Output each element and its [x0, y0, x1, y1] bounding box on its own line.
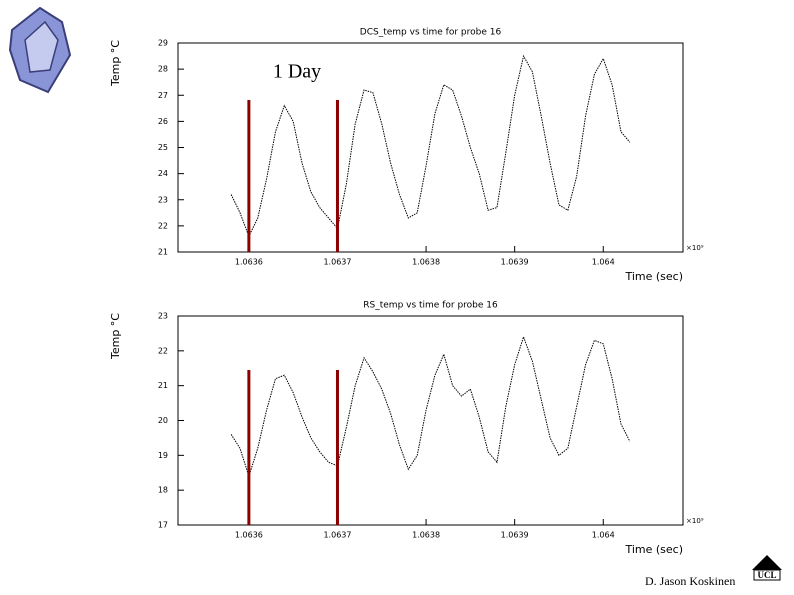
x-exponent: ×10⁹ [686, 517, 704, 525]
x-exponent: ×10⁹ [686, 244, 704, 252]
y-tick-label: 19 [158, 451, 168, 460]
annotation: 1 Day [273, 61, 321, 83]
x-axis-label: Time (sec) [624, 543, 683, 556]
chart-title: RS_temp vs time for probe 16 [363, 301, 498, 311]
x-tick-label: 1.064 [592, 531, 615, 540]
y-tick-label: 28 [158, 65, 168, 74]
data-line [230, 335, 631, 478]
x-tick-label: 1.0639 [501, 531, 529, 540]
logo-text: UCL [757, 570, 776, 580]
y-tick-label: 26 [158, 117, 168, 126]
logo-left [8, 6, 72, 94]
y-tick-label: 25 [158, 143, 168, 152]
x-tick-label: 1.0637 [323, 531, 351, 540]
x-tick-label: 1.064 [592, 258, 615, 267]
y-tick-label: 18 [158, 486, 168, 495]
y-tick-label: 20 [158, 416, 168, 425]
plot-frame [177, 42, 684, 253]
y-tick-label: 17 [158, 521, 168, 530]
data-line [230, 54, 631, 238]
y-axis-label: Temp °C [109, 40, 122, 87]
logo-ucl: UCL [752, 555, 782, 581]
author: D. Jason Koskinen [645, 574, 735, 588]
x-tick-label: 1.0636 [235, 531, 263, 540]
y-tick-label: 23 [158, 195, 168, 204]
plot-frame [177, 315, 684, 526]
x-tick-label: 1.0638 [412, 531, 440, 540]
y-tick-label: 22 [158, 221, 168, 230]
y-tick-label: 24 [158, 169, 168, 178]
y-axis-label: Temp °C [109, 313, 122, 360]
y-tick-label: 21 [158, 381, 168, 390]
y-tick-label: 23 [158, 312, 168, 321]
y-tick-label: 21 [158, 248, 168, 257]
x-tick-label: 1.0636 [235, 258, 263, 267]
x-tick-label: 1.0639 [501, 258, 529, 267]
chart-title: DCS_temp vs time for probe 16 [360, 28, 502, 38]
y-tick-label: 22 [158, 346, 168, 355]
x-tick-label: 1.0637 [323, 258, 351, 267]
x-tick-label: 1.0638 [412, 258, 440, 267]
y-tick-label: 27 [158, 91, 168, 100]
x-axis-label: Time (sec) [624, 270, 683, 283]
y-tick-label: 29 [158, 39, 168, 48]
